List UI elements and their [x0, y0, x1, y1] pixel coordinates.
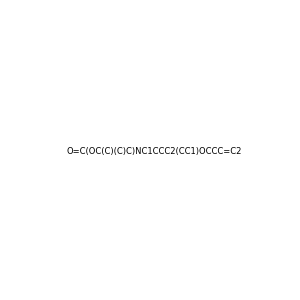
Text: O=C(OC(C)(C)C)NC1CCC2(CC1)OCCC=C2: O=C(OC(C)(C)C)NC1CCC2(CC1)OCCC=C2 — [66, 147, 242, 156]
